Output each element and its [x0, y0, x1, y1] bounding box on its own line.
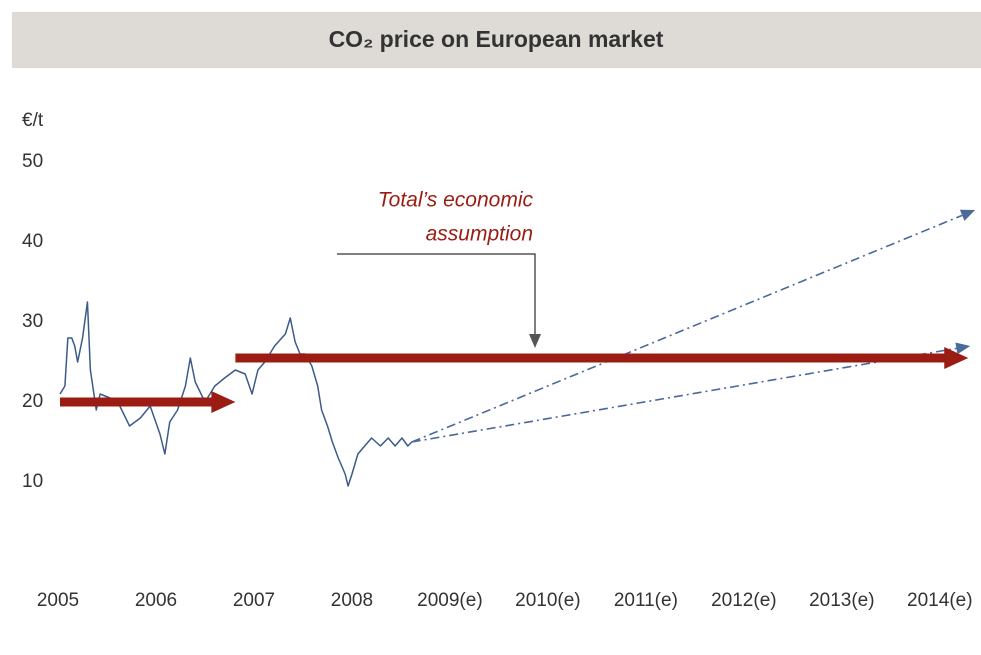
projection-line	[411, 214, 963, 443]
price-line	[59, 301, 413, 487]
chart-title: CO₂ price on European market	[329, 26, 664, 52]
y-tick-label: 20	[22, 391, 43, 412]
x-tick-label: 2013(e)	[809, 590, 875, 611]
arrow-head	[944, 347, 969, 369]
arrow-head	[211, 391, 236, 413]
callout-line	[337, 253, 536, 336]
callout-head	[529, 334, 541, 348]
x-tick-label: 2009(e)	[417, 590, 483, 611]
y-tick-label: 50	[22, 151, 43, 172]
arrow-head	[959, 209, 976, 221]
annotation: assumption	[426, 223, 533, 246]
title-band	[12, 12, 981, 68]
x-tick-label: 2008	[331, 590, 373, 611]
y-tick-label: 30	[22, 311, 43, 332]
x-tick-label: 2010(e)	[515, 590, 581, 611]
projection-line	[411, 347, 957, 443]
x-tick-label: 2011(e)	[614, 590, 678, 611]
x-tick-label: 2014(e)	[907, 590, 973, 611]
y-tick-label: 10	[22, 471, 43, 492]
x-tick-label: 2006	[135, 590, 177, 611]
y-tick-label: 40	[22, 231, 43, 252]
x-tick-label: 2012(e)	[711, 590, 777, 611]
y-axis-label: €/t	[22, 110, 44, 131]
arrow-head	[955, 342, 971, 355]
x-tick-label: 2007	[233, 590, 275, 611]
annotation: Total’s economic	[378, 189, 534, 212]
x-tick-label: 2005	[37, 590, 79, 611]
